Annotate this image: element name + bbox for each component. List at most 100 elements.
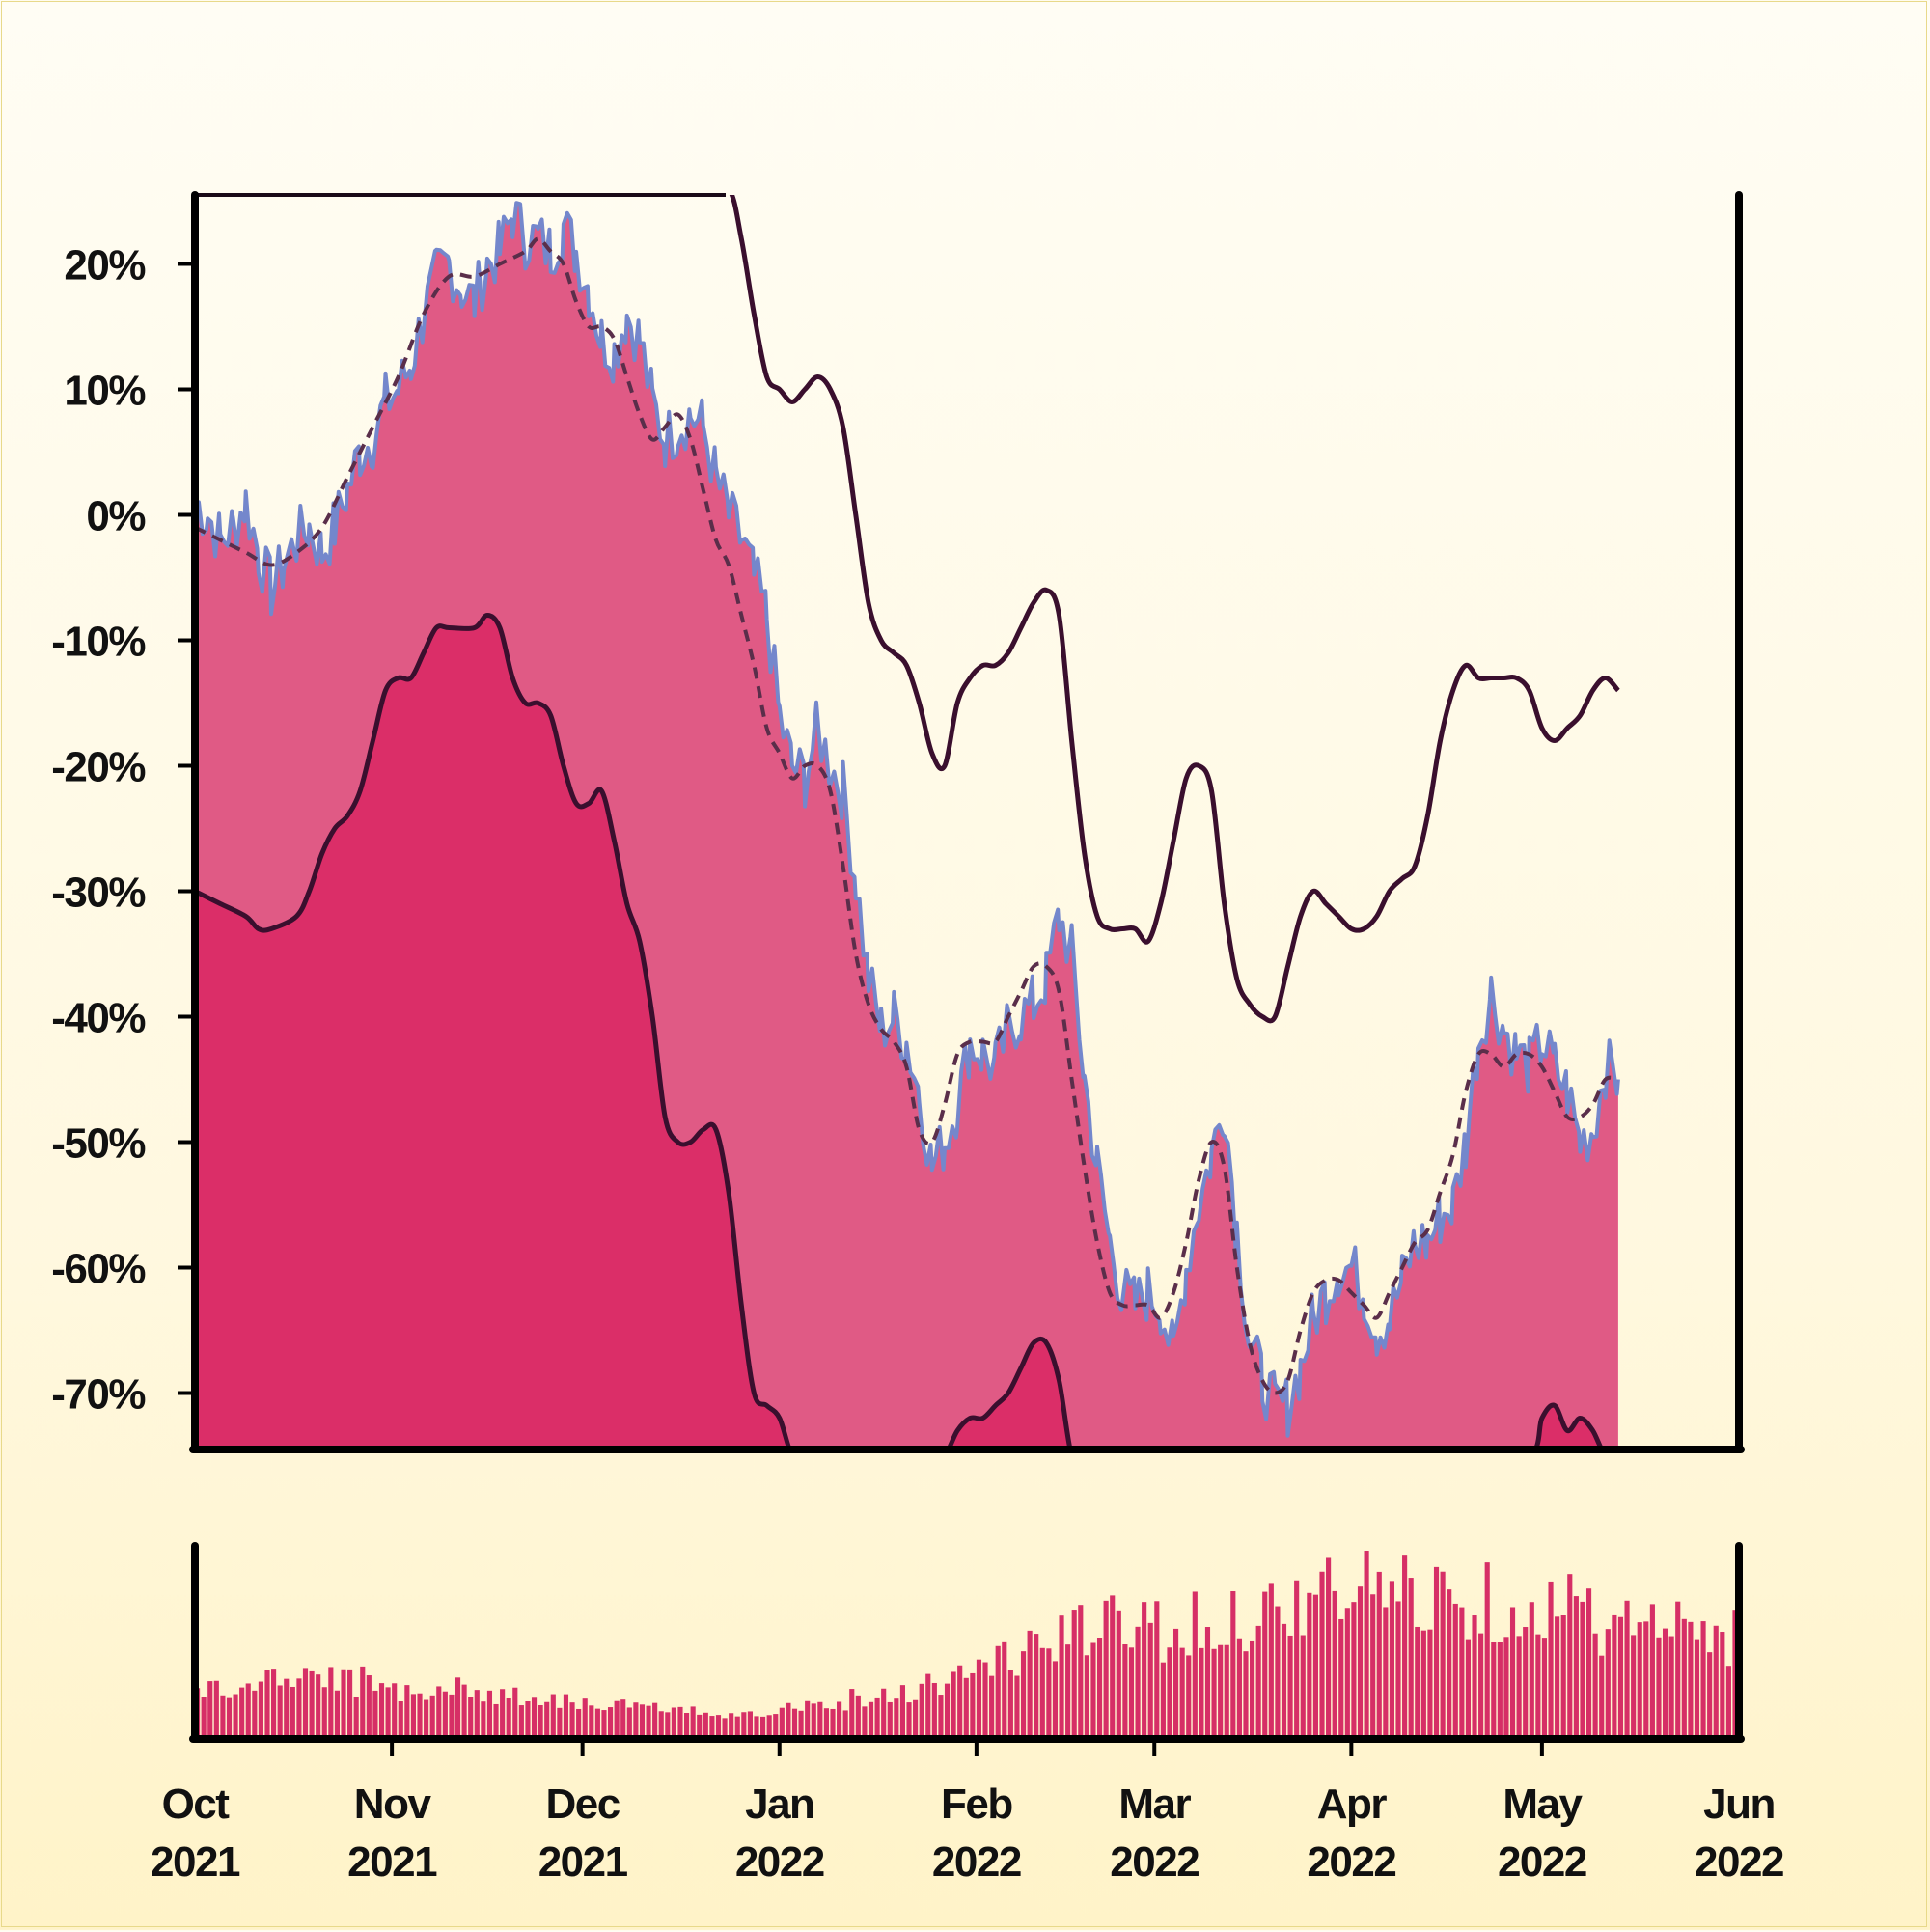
x-tick-year: 2021 [538,1838,628,1886]
volume-bar [1498,1642,1503,1739]
volume-bar [996,1646,1001,1739]
volume-bar [335,1691,340,1739]
volume-bar [234,1695,238,1739]
volume-bar [925,1674,930,1739]
volume-bar [278,1685,283,1739]
y-tick-label: -40% [51,995,145,1042]
volume-bar [1415,1627,1420,1739]
volume-bar [1085,1655,1089,1739]
volume-bar [1333,1591,1337,1739]
volume-bar [1491,1642,1496,1739]
volume-bar [659,1711,664,1739]
volume-bar [799,1711,804,1739]
volume-bar [1643,1621,1648,1739]
volume-bar [424,1700,428,1739]
volume-bar [1593,1634,1598,1739]
volume-bar [1586,1588,1591,1739]
volume-bar [525,1701,530,1739]
volume-bar [328,1667,333,1739]
volume-bar [246,1683,251,1739]
x-tick-month: Nov [354,1780,432,1828]
volume-bar [1466,1640,1471,1739]
volume-bar [1326,1557,1331,1739]
y-tick-label: -50% [51,1120,145,1168]
volume-bar [817,1702,822,1739]
volume-bar [982,1663,987,1739]
x-tick-year: 2022 [1110,1838,1199,1886]
volume-bar [202,1697,207,1739]
volume-bar [532,1697,537,1739]
volume-bar [1377,1572,1382,1739]
volume-bar [792,1709,797,1739]
volume-bar [1008,1670,1013,1739]
volume-bar [1427,1630,1432,1739]
volume-bar [1243,1651,1248,1739]
volume-bar [1535,1635,1540,1739]
volume-bar [1225,1645,1229,1739]
volume-bar [900,1685,905,1739]
volume-bar [1390,1581,1394,1739]
x-tick-month: May [1503,1780,1583,1828]
volume-bar [322,1687,327,1739]
volume-bar [214,1681,219,1739]
volume-bar [677,1707,682,1739]
volume-bar [341,1670,345,1739]
volume-bar [1021,1651,1026,1739]
volume-bar [1612,1615,1616,1739]
volume-bar [1548,1582,1553,1739]
volume-bar [780,1708,785,1739]
volume-bar [786,1703,790,1739]
volume-bar [830,1709,835,1739]
volume-bar [843,1710,848,1739]
volume-bar [1351,1602,1356,1739]
volume-bar [1345,1608,1350,1739]
volume-bar [519,1705,524,1739]
x-tick-year: 2021 [151,1838,240,1886]
volume-bar [1726,1666,1731,1739]
volume-bar [1167,1647,1172,1739]
volume-bar [849,1689,854,1739]
y-tick-label: 0% [86,493,145,540]
x-tick-month: Feb [941,1780,1012,1828]
volume-bar [583,1698,588,1739]
volume-bar [347,1670,352,1739]
volume-bar [1065,1644,1070,1739]
volume-bar [303,1668,308,1739]
volume-bar [824,1708,829,1739]
volume-bar [252,1691,257,1739]
volume-bar [493,1704,498,1739]
volume-bar [1053,1661,1058,1739]
x-axis-ticks: Oct2021Nov2021Dec2021Jan2022Feb2022Mar20… [151,1739,1783,1886]
volume-bar [1707,1652,1712,1739]
volume-bar [856,1696,861,1739]
volume-bar [512,1688,517,1739]
volume-bar [392,1683,397,1739]
volume-bar [1319,1572,1324,1739]
volume-bar [913,1700,918,1739]
y-tick-label: -60% [51,1246,145,1293]
volume-bar [938,1695,943,1739]
volume-bar [691,1706,696,1739]
volume-bar [1072,1610,1077,1739]
volume-bar [1288,1636,1293,1739]
volume-bar [964,1678,969,1739]
volume-bar [1294,1581,1299,1739]
x-tick-month: Mar [1118,1780,1191,1828]
x-tick-year: 2022 [1695,1838,1783,1886]
volume-bar [1199,1648,1203,1739]
volume-bar [564,1695,568,1739]
volume-bar [449,1695,454,1739]
volume-bar [1358,1586,1363,1739]
volume-bar [1154,1601,1159,1739]
volume-bar [1104,1601,1109,1739]
volume-bar [1700,1621,1705,1739]
y-tick-label: -10% [51,619,145,666]
volume-bar [1523,1627,1528,1739]
volume-bar [1453,1604,1458,1739]
volume-bar [354,1697,359,1739]
volume-bar [1567,1574,1572,1739]
volume-bar [430,1696,435,1739]
volume-bar [1205,1627,1210,1739]
volume-bar [1307,1593,1311,1739]
volume-bar [1395,1601,1400,1739]
